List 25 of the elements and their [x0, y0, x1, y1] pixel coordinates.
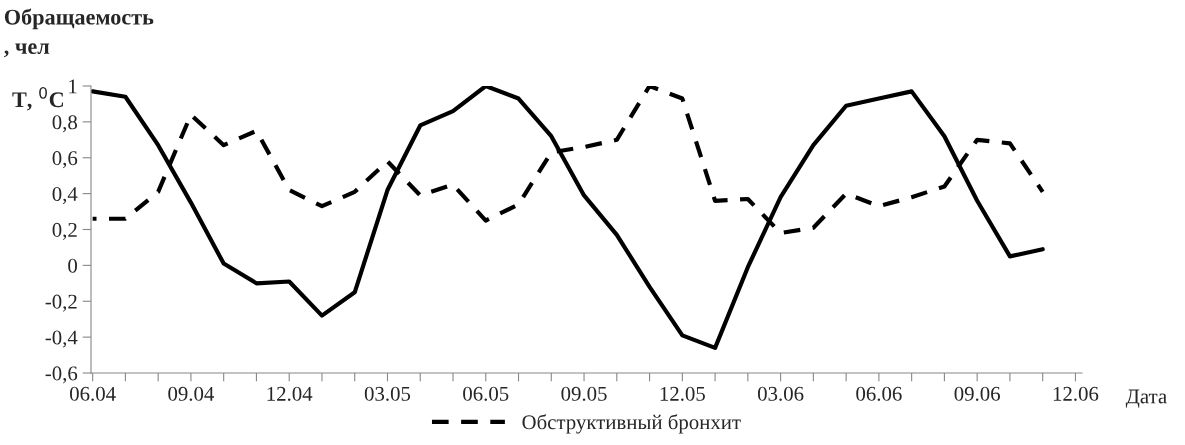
y-tick-label: 1 [69, 79, 77, 94]
y-tick-label: -0,6 [45, 366, 78, 384]
x-tick-label: 09.05 [561, 386, 607, 401]
x-tick-label: 09.04 [168, 386, 215, 401]
x-tick-label: 06.04 [69, 386, 116, 401]
x-tick-label: 03.06 [757, 386, 804, 401]
y-tick-label: 0 [68, 258, 78, 273]
x-tick-label: 03.05 [364, 386, 411, 401]
x-tick-label: 06.06 [856, 386, 902, 401]
x-tick-label: 06.05 [463, 386, 509, 401]
y-tick-label: -0,2 [45, 294, 77, 312]
x-tick-label: 12.05 [660, 386, 705, 401]
x-tick-label: 09.06 [954, 386, 1000, 401]
y-tick-label: 0,8 [52, 115, 78, 133]
y-tick-label: 0,2 [52, 222, 77, 240]
y-tick-label: 0,4 [52, 187, 78, 205]
x-axis-title: Дата [1125, 389, 1167, 408]
x-tick-label: 12.04 [267, 386, 313, 401]
y-axis-title: Обращаемость , чел [4, 8, 154, 58]
y-tick-label: -0,4 [45, 330, 78, 348]
text: Т, $^{0}$С [12, 86, 63, 111]
legend-label: Обструктивный бронхит [522, 414, 741, 434]
line-series [91, 86, 1045, 350]
y-tick-label: 0,6 [52, 151, 78, 169]
x-tick-label: 12.06 [1053, 386, 1099, 401]
